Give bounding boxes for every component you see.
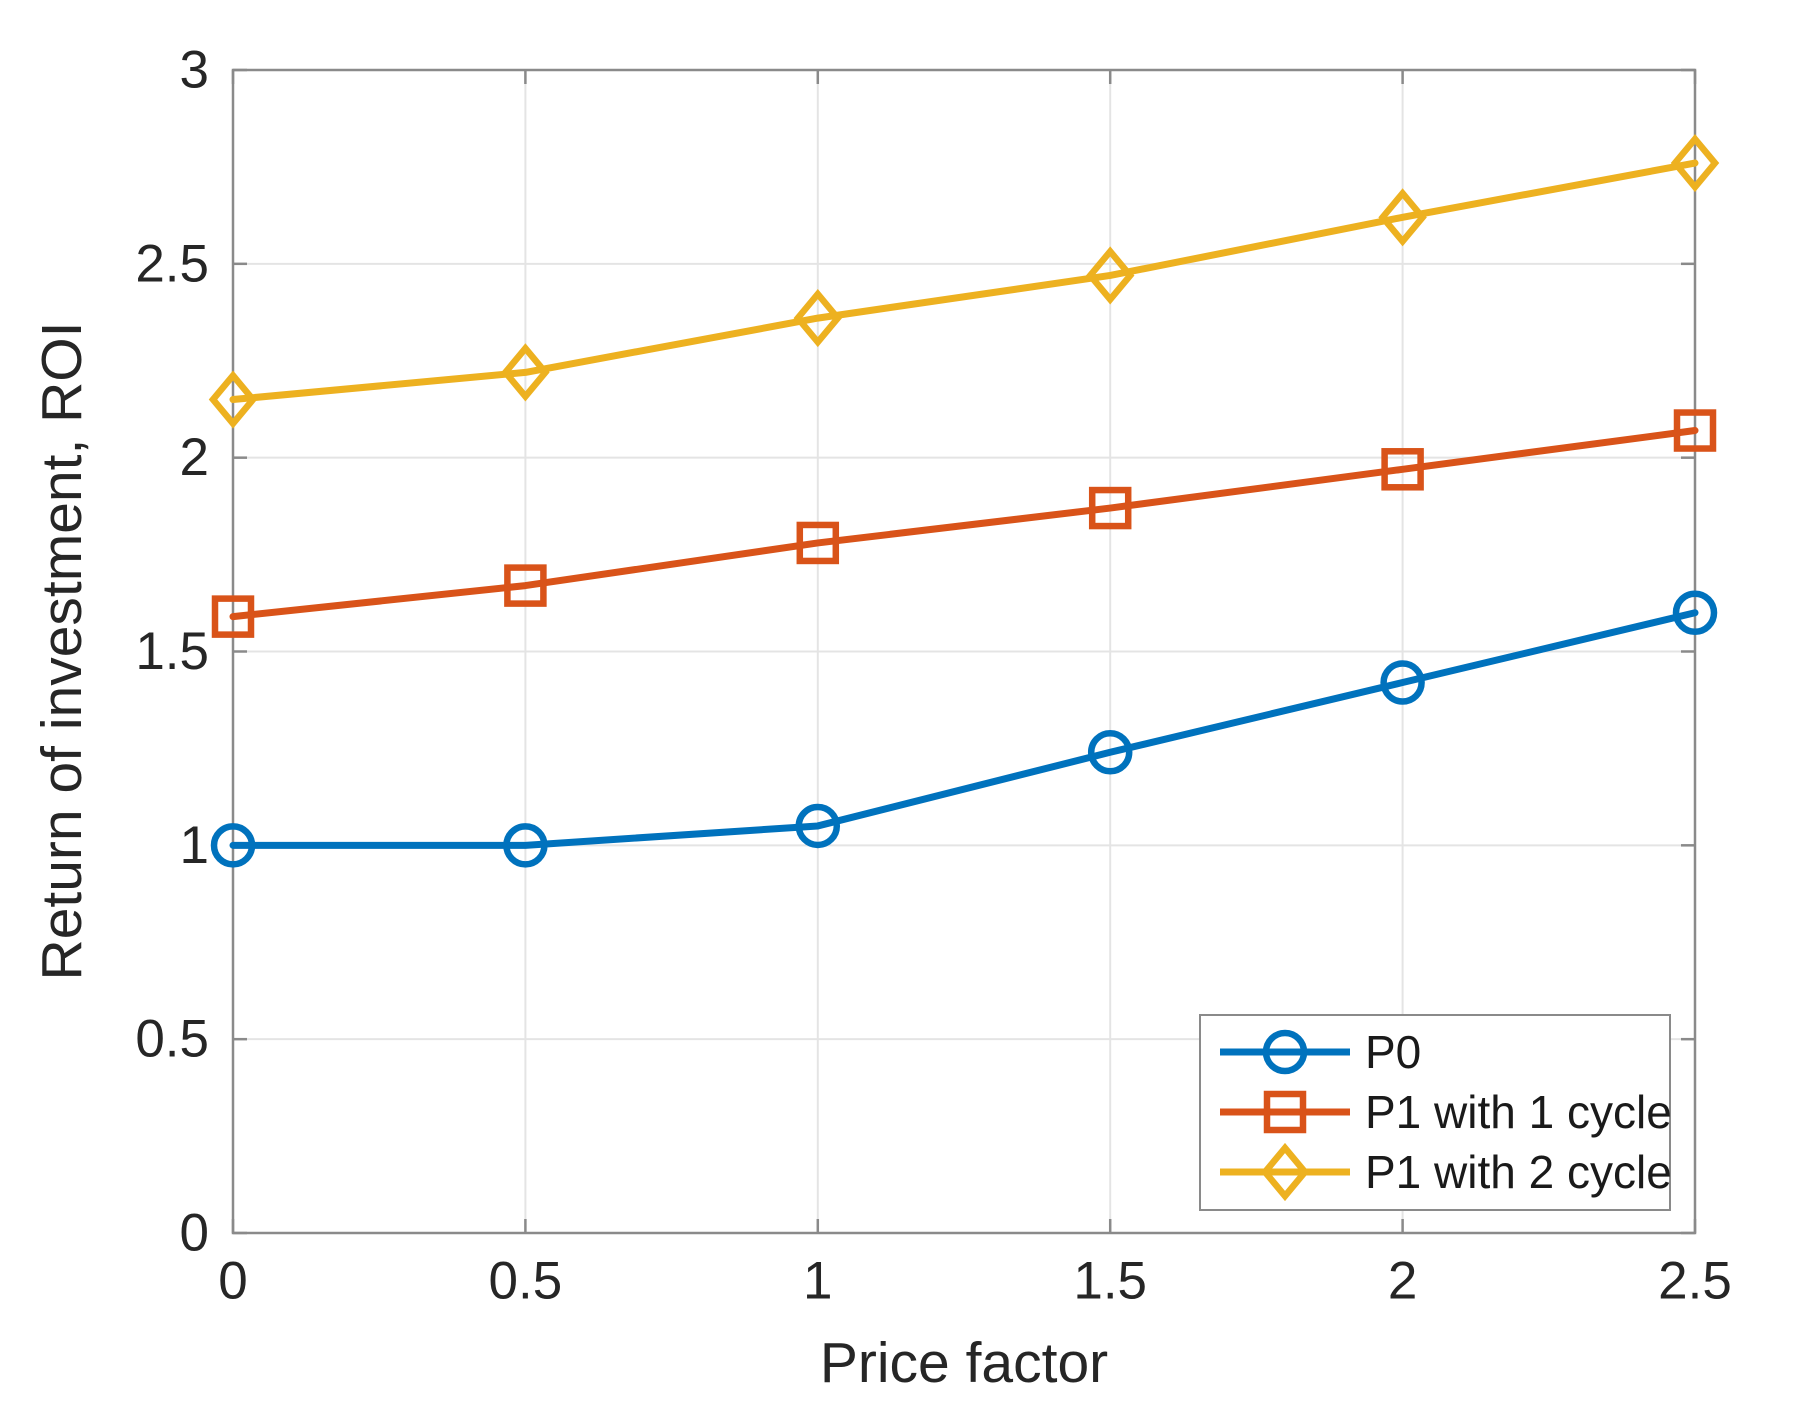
series-1-marker-4	[1381, 448, 1424, 491]
series-0-marker-0	[210, 823, 256, 868]
series-2-marker-2	[793, 289, 843, 348]
series-line-1	[229, 427, 1699, 621]
series-line-2	[229, 159, 1699, 404]
y-tick-label-4: 2	[180, 428, 209, 487]
x-tick-label-1: 0.5	[489, 1252, 563, 1311]
legend-label-1: P1 with 1 cycle	[1365, 1086, 1672, 1138]
legend-circle-icon	[1262, 1029, 1308, 1075]
y-tick-label-2: 1	[180, 816, 209, 875]
series-2-marker-1	[501, 343, 550, 402]
series-2-marker-3	[1085, 246, 1135, 305]
series-1-marker-3	[1088, 486, 1132, 530]
series-0-marker-3	[1087, 730, 1133, 775]
y-tick-label-5: 2.5	[135, 234, 209, 293]
x-tick-label-5: 2.5	[1658, 1252, 1732, 1311]
x-tick-label-4: 2	[1388, 1252, 1417, 1311]
series-0-marker-5	[1672, 590, 1718, 635]
series-1-marker-0	[211, 595, 255, 638]
x-tick-label-0: 0	[218, 1252, 247, 1311]
legend-diamond-icon	[1260, 1142, 1310, 1202]
legend-label-2: P1 with 2 cycle	[1365, 1146, 1672, 1198]
x-axis-label: Price factor	[819, 1331, 1109, 1395]
y-tick-label-6: 3	[180, 41, 209, 100]
series-1-marker-2	[796, 521, 840, 565]
x-tick-label-2: 1	[803, 1252, 832, 1311]
series-0-marker-1	[503, 823, 548, 868]
series-2-marker-4	[1378, 188, 1427, 247]
series-2-marker-0	[208, 370, 258, 429]
series-0-marker-4	[1380, 660, 1425, 705]
series-line-0	[229, 609, 1699, 849]
x-tick-label-3: 1.5	[1073, 1252, 1147, 1311]
legend-square-icon	[1263, 1090, 1307, 1134]
series-1-marker-1	[504, 564, 547, 607]
y-axis-label: Return of investment, ROI	[30, 321, 94, 981]
series-0-marker-2	[795, 803, 841, 849]
y-tick-label-0: 0	[180, 1204, 209, 1263]
series-1-marker-5	[1673, 409, 1717, 452]
series-2-marker-5	[1670, 133, 1720, 193]
y-tick-label-3: 1.5	[135, 622, 209, 681]
legend-label-0: P0	[1365, 1026, 1421, 1078]
y-tick-label-1: 0.5	[135, 1010, 209, 1069]
